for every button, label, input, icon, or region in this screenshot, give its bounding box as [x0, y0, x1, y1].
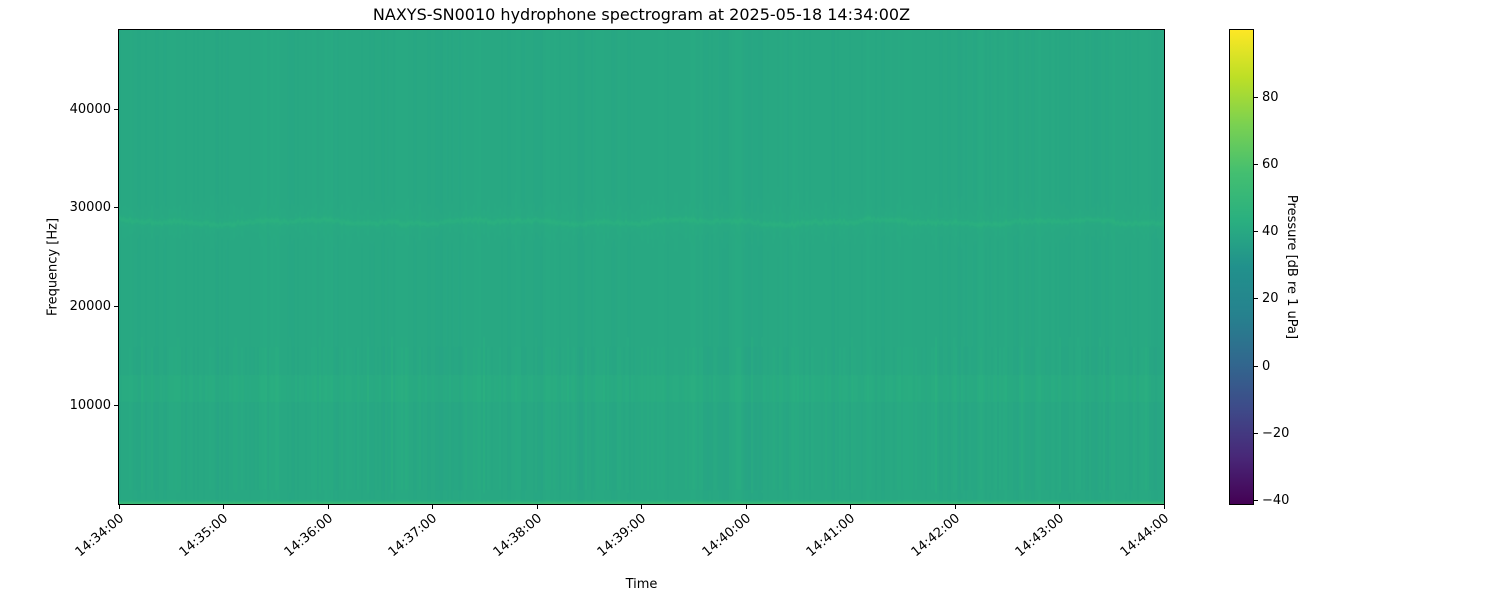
y-tick-mark — [114, 404, 118, 406]
x-tick-label: 14:44:00 — [1117, 511, 1172, 561]
x-tick-mark — [1059, 505, 1060, 509]
colorbar-tick-mark — [1254, 432, 1258, 434]
x-tick-label: 14:40:00 — [699, 511, 754, 561]
colorbar-tick-label: −20 — [1262, 425, 1290, 441]
colorbar — [1229, 29, 1254, 505]
y-tick-label: 40000 — [69, 101, 111, 117]
x-tick-mark — [118, 505, 120, 509]
x-axis-label: Time — [625, 577, 658, 592]
colorbar-tick-label: 20 — [1262, 291, 1279, 307]
plot-area — [118, 29, 1165, 505]
colorbar-tick-label: −40 — [1262, 493, 1290, 509]
x-tick-label: 14:42:00 — [908, 511, 963, 561]
y-tick-mark — [114, 108, 118, 110]
colorbar-tick-label: 60 — [1262, 156, 1279, 172]
x-tick-label: 14:43:00 — [1012, 511, 1068, 561]
y-tick-mark — [114, 207, 118, 209]
x-tick-mark — [223, 505, 224, 509]
colorbar-tick-mark — [1254, 231, 1258, 233]
x-tick-label: 14:36:00 — [281, 511, 336, 561]
colorbar-label: Pressure [dB re 1 uPa] — [1284, 194, 1299, 340]
colorbar-tick-mark — [1254, 96, 1258, 98]
y-tick-label: 10000 — [69, 397, 111, 413]
x-tick-mark — [432, 505, 433, 509]
x-tick-label: 14:38:00 — [490, 511, 545, 561]
y-tick-label: 20000 — [69, 299, 111, 314]
x-tick-mark — [641, 505, 642, 509]
x-tick-mark — [850, 505, 851, 509]
x-tick-label: 14:35:00 — [176, 511, 232, 561]
colorbar-tick-mark — [1254, 298, 1258, 300]
colorbar-tick-mark — [1254, 365, 1258, 367]
chart-title: NAXYS-SN0010 hydrophone spectrogram at 2… — [372, 5, 911, 24]
y-axis-label: Frequency [Hz] — [45, 217, 61, 317]
colorbar-tick-mark — [1254, 500, 1258, 502]
x-tick-label: 14:39:00 — [594, 511, 650, 561]
x-tick-mark — [1163, 505, 1165, 509]
x-tick-label: 14:41:00 — [803, 511, 859, 561]
x-tick-mark — [954, 505, 956, 509]
x-tick-mark — [536, 505, 538, 509]
x-tick-mark — [745, 505, 747, 509]
x-tick-label: 14:34:00 — [72, 511, 127, 561]
x-tick-mark — [327, 505, 329, 509]
y-tick-label: 30000 — [69, 200, 111, 216]
x-tick-label: 14:37:00 — [385, 511, 441, 561]
colorbar-tick-mark — [1254, 163, 1258, 165]
colorbar-tick-label: 0 — [1262, 358, 1271, 374]
y-tick-mark — [114, 306, 118, 307]
spectrogram-image — [119, 30, 1164, 504]
colorbar-tick-label: 80 — [1262, 89, 1279, 105]
colorbar-tick-label: 40 — [1262, 224, 1279, 240]
